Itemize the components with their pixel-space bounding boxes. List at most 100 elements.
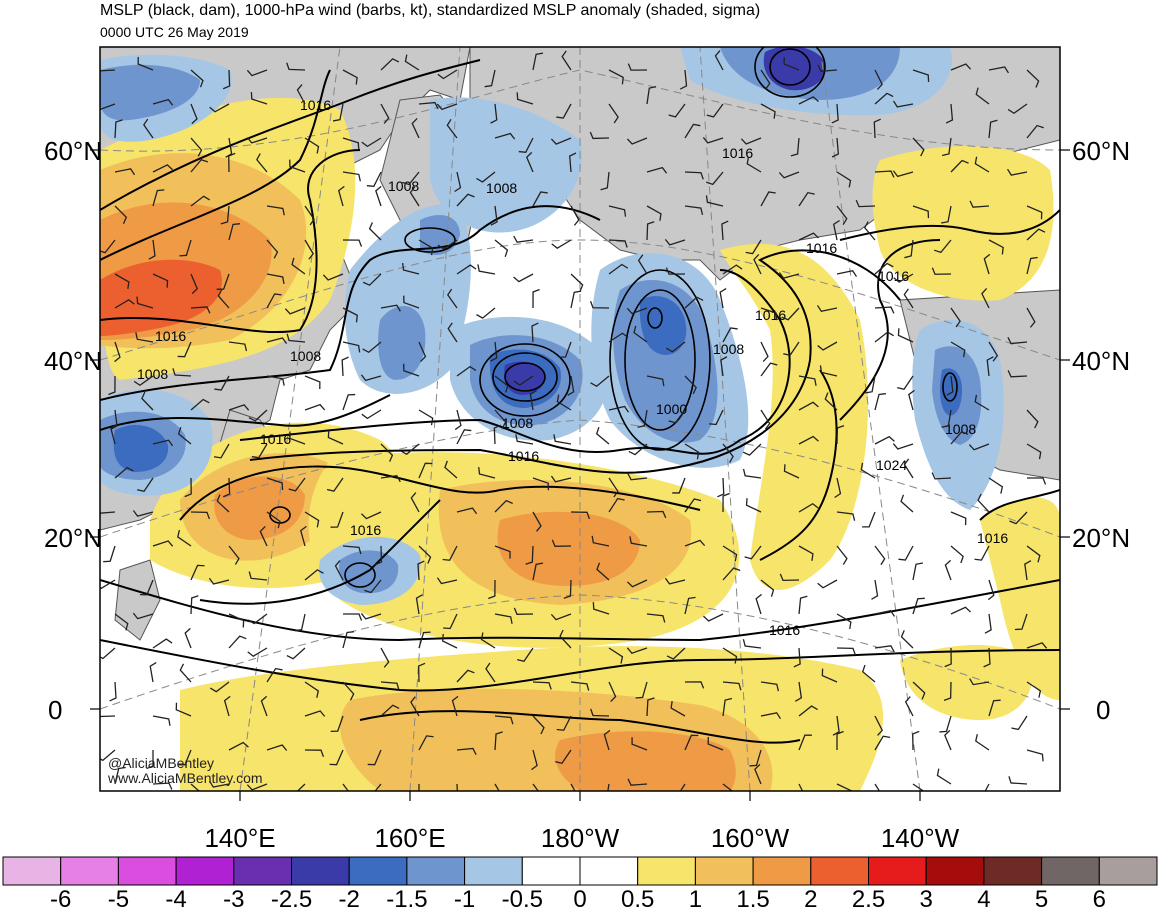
wind-barb bbox=[912, 137, 925, 157]
wind-barb bbox=[1026, 681, 1042, 698]
wind-barb bbox=[817, 64, 838, 72]
contour-label: 1016 bbox=[300, 97, 331, 113]
wind-barb bbox=[256, 153, 268, 173]
wind-barb bbox=[367, 749, 382, 766]
wind-barb bbox=[494, 783, 500, 791]
wind-barb bbox=[836, 269, 858, 277]
wind-barb bbox=[114, 205, 128, 224]
wind-barb bbox=[781, 307, 800, 321]
wind-barb bbox=[722, 681, 742, 691]
wind-barb bbox=[874, 393, 887, 411]
anomaly-neg-okhotsk-1 bbox=[378, 306, 426, 380]
wind-barb bbox=[550, 137, 572, 145]
wind-barb bbox=[518, 137, 534, 153]
wind-barb bbox=[719, 288, 727, 309]
colorbar-label: -1 bbox=[453, 886, 476, 913]
wind-barb bbox=[484, 69, 496, 88]
wind-barb bbox=[722, 567, 741, 581]
wind-barb bbox=[874, 645, 895, 653]
wind-barb bbox=[410, 696, 420, 717]
wind-barb bbox=[912, 69, 930, 82]
wind-barb bbox=[259, 525, 268, 547]
wind-barb bbox=[418, 101, 439, 110]
wind-barb bbox=[266, 375, 285, 386]
wind-barb bbox=[368, 222, 382, 241]
wind-barb bbox=[836, 511, 856, 521]
wind-barb bbox=[865, 375, 876, 394]
wind-barb bbox=[646, 85, 657, 105]
wind-barb bbox=[798, 96, 819, 105]
wind-barb bbox=[637, 409, 648, 428]
wind-barb bbox=[817, 341, 838, 351]
wind-barb bbox=[569, 152, 577, 173]
wind-barb bbox=[329, 749, 344, 766]
wind-barb bbox=[1007, 168, 1028, 176]
wind-barb bbox=[705, 195, 724, 207]
wind-barb bbox=[874, 735, 891, 751]
contour-label: 1016 bbox=[806, 240, 837, 256]
wind-barb bbox=[1007, 336, 1028, 345]
wind-barb bbox=[322, 273, 344, 281]
wind-barb bbox=[684, 498, 702, 513]
wind-barb bbox=[342, 307, 358, 323]
contour-label: 1008 bbox=[945, 421, 976, 437]
wind-barb bbox=[831, 137, 840, 158]
anomaly-pos-nw-3 bbox=[100, 259, 222, 336]
wind-barb bbox=[133, 375, 154, 387]
wind-barb bbox=[361, 137, 382, 148]
wind-barb bbox=[494, 715, 514, 725]
wind-barb bbox=[720, 356, 728, 377]
wind-barb bbox=[666, 341, 686, 353]
wind-barb bbox=[444, 460, 458, 479]
wind-barb bbox=[950, 159, 969, 173]
wind-barb bbox=[760, 341, 769, 362]
wind-barb bbox=[874, 609, 896, 617]
lat-label-right: 40°N bbox=[1072, 346, 1131, 376]
map-title: MSLP (black, dam), 1000-hPa wind (barbs,… bbox=[100, 2, 761, 19]
wind-barb bbox=[988, 119, 998, 139]
wind-barb bbox=[912, 562, 924, 581]
wind-barb bbox=[177, 529, 192, 547]
wind-barb bbox=[341, 356, 349, 377]
wind-barb bbox=[798, 375, 817, 386]
wind-barb bbox=[684, 375, 697, 395]
wind-barb bbox=[946, 375, 954, 396]
wind-barb bbox=[740, 137, 762, 145]
wind-barb bbox=[454, 409, 462, 431]
wind-barb bbox=[493, 424, 501, 445]
wind-barb bbox=[665, 267, 686, 275]
anomaly-neg-low1-3 bbox=[504, 361, 545, 395]
wind-barb bbox=[722, 545, 738, 562]
contour-label: 1008 bbox=[486, 180, 517, 196]
wind-barb bbox=[798, 401, 819, 411]
wind-barb bbox=[590, 708, 610, 717]
wind-barb bbox=[494, 613, 513, 624]
colorbar-swatch bbox=[579, 856, 639, 886]
lat-label-right: 20°N bbox=[1072, 523, 1131, 553]
wind-barb bbox=[513, 375, 534, 386]
lon-label: 160°E bbox=[374, 823, 446, 853]
colorbar-label: -1.5 bbox=[386, 886, 428, 913]
wind-barb bbox=[374, 783, 382, 791]
contour-label: 1016 bbox=[722, 145, 753, 161]
wind-barb bbox=[912, 730, 920, 751]
wind-barb bbox=[525, 151, 534, 173]
colorbar-label: 2 bbox=[804, 886, 818, 913]
contour-label-group: 1016 1008 1008 1016 1016 1008 1016 1016 … bbox=[137, 97, 1008, 638]
wind-barb bbox=[631, 737, 648, 751]
wind-barb bbox=[228, 341, 248, 352]
wind-barb bbox=[213, 443, 230, 459]
wind-barb bbox=[608, 332, 629, 343]
wind-barb bbox=[532, 288, 540, 309]
wind-barb bbox=[760, 712, 782, 720]
wind-barb bbox=[137, 477, 154, 492]
colorbar-swatch bbox=[348, 856, 408, 886]
wind-barb bbox=[152, 164, 173, 173]
wind-barb bbox=[931, 267, 952, 275]
wind-barb bbox=[296, 783, 306, 791]
wind-barb bbox=[1007, 103, 1028, 115]
wind-barb bbox=[988, 239, 1004, 255]
wind-barb bbox=[513, 235, 534, 243]
wind-barb bbox=[821, 668, 838, 683]
wind-barb bbox=[753, 254, 762, 275]
